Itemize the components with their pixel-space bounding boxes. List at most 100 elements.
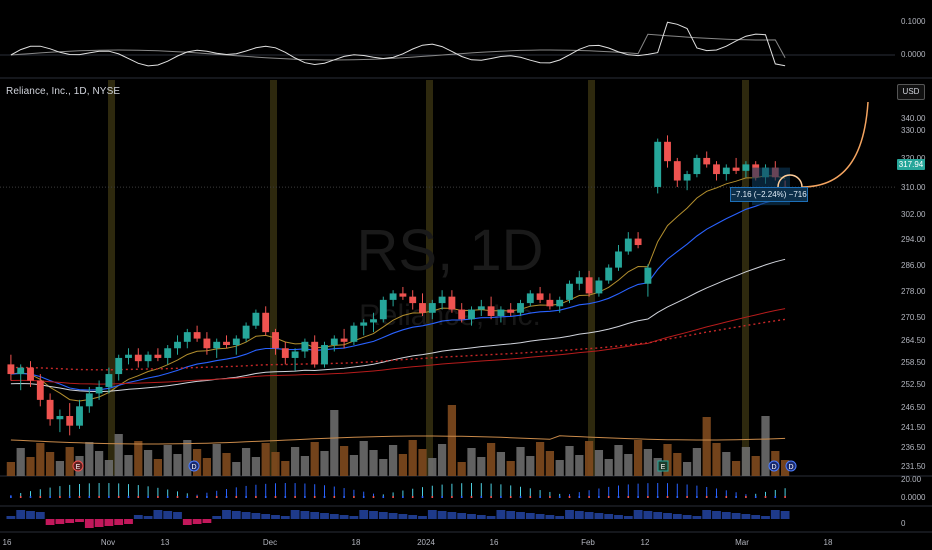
volume-bar xyxy=(673,453,682,476)
sma-dotted-line xyxy=(10,318,786,371)
candle-body xyxy=(105,374,113,387)
osc-dot xyxy=(480,496,483,498)
osc2-bar xyxy=(173,512,182,519)
candle-body xyxy=(624,238,632,252)
osc2-bar xyxy=(437,511,447,519)
candle-body xyxy=(232,338,240,346)
candle-body xyxy=(566,283,573,300)
osc-dot xyxy=(108,496,110,498)
osc-dot xyxy=(196,496,198,498)
volume-bar xyxy=(114,434,123,476)
candle-body xyxy=(115,357,123,375)
candle-body xyxy=(673,161,681,181)
volume-bar xyxy=(241,448,251,476)
osc2-bar xyxy=(663,513,672,519)
candle-body xyxy=(556,299,564,307)
osc2-bar xyxy=(45,519,55,525)
osc2-bar xyxy=(241,512,251,519)
osc-dot xyxy=(245,496,247,498)
time-axis-label: 12 xyxy=(641,538,650,547)
volume-bar xyxy=(467,448,476,476)
volume-bar xyxy=(702,417,711,476)
osc-dot xyxy=(500,496,502,498)
osc2-bar xyxy=(94,519,104,527)
top-signal-line xyxy=(10,33,786,61)
volume-bar xyxy=(418,449,427,476)
candle-body xyxy=(183,332,191,342)
last-price-tag: 317.94 xyxy=(897,159,925,170)
candle-body xyxy=(281,348,289,358)
osc-dot xyxy=(715,496,718,498)
candle-body xyxy=(575,277,583,284)
osc2-bar xyxy=(329,514,339,519)
volume-bar xyxy=(457,462,466,476)
osc2-bar xyxy=(271,515,280,519)
osc2-bar xyxy=(594,513,604,519)
osc2-bar xyxy=(310,512,320,519)
price-axis-label: 286.00 xyxy=(901,261,926,270)
osc2-bar xyxy=(535,514,545,519)
osc2-bar xyxy=(280,516,290,519)
badge-letter: E xyxy=(661,464,666,471)
price-axis-label: 264.50 xyxy=(901,336,926,345)
ema-mid-line xyxy=(10,198,786,391)
volume-bar xyxy=(437,444,447,476)
price-axis-label: 302.00 xyxy=(901,210,926,219)
currency-button[interactable]: USD xyxy=(897,84,925,100)
top-pane-label: 0.0000 xyxy=(901,50,926,59)
volume-bar xyxy=(624,454,633,476)
osc-dot xyxy=(294,496,296,498)
osc2-bar xyxy=(300,511,310,519)
volume-bar xyxy=(232,462,241,476)
osc-dot xyxy=(117,496,120,498)
osc-dot xyxy=(451,496,453,498)
volume-bar xyxy=(584,441,594,476)
candle-body xyxy=(242,325,250,339)
candle-body xyxy=(458,309,466,320)
volume-bar xyxy=(163,445,172,476)
osc-dot xyxy=(255,496,257,498)
candle-body xyxy=(174,341,181,349)
osc-dot xyxy=(686,496,688,498)
osc-dot xyxy=(323,496,326,498)
osc-dot xyxy=(676,496,679,498)
dividend-badge xyxy=(188,460,200,472)
volume-bar xyxy=(271,452,280,476)
osc-dot xyxy=(607,496,610,498)
osc2-bar xyxy=(26,511,35,519)
osc-dot xyxy=(460,496,463,498)
volume-bar xyxy=(94,451,104,476)
osc-dot xyxy=(539,496,541,498)
candle-body xyxy=(399,293,407,297)
osc2-bar xyxy=(55,519,65,524)
volume-bar xyxy=(349,455,359,476)
candle-body xyxy=(7,364,15,375)
osc-dot xyxy=(304,496,306,498)
projection-curve xyxy=(801,101,869,188)
osc2-bar xyxy=(633,510,643,519)
osc-dot xyxy=(343,496,345,498)
osc2-bar xyxy=(339,515,349,519)
osc2-bar xyxy=(427,510,437,519)
volume-bar xyxy=(36,443,45,476)
osc-dot xyxy=(333,496,336,498)
top-pane-label: 0.1000 xyxy=(901,17,926,26)
candle-body xyxy=(164,348,172,358)
osc2-bar xyxy=(320,513,329,519)
dividend-badge xyxy=(768,460,780,472)
candle-body xyxy=(693,157,701,175)
candle-body xyxy=(497,309,505,316)
osc-dot xyxy=(637,496,639,498)
volume-bar xyxy=(535,442,545,476)
volume-bar xyxy=(712,443,721,476)
osc-dot xyxy=(764,496,767,498)
earnings-badge xyxy=(657,460,669,472)
candle-body xyxy=(487,306,495,316)
osc-pane-label: 20.00 xyxy=(901,475,922,484)
candle-body xyxy=(340,338,348,342)
candle-body xyxy=(134,354,142,362)
osc-dot xyxy=(362,496,365,498)
volume-bar xyxy=(428,458,437,476)
